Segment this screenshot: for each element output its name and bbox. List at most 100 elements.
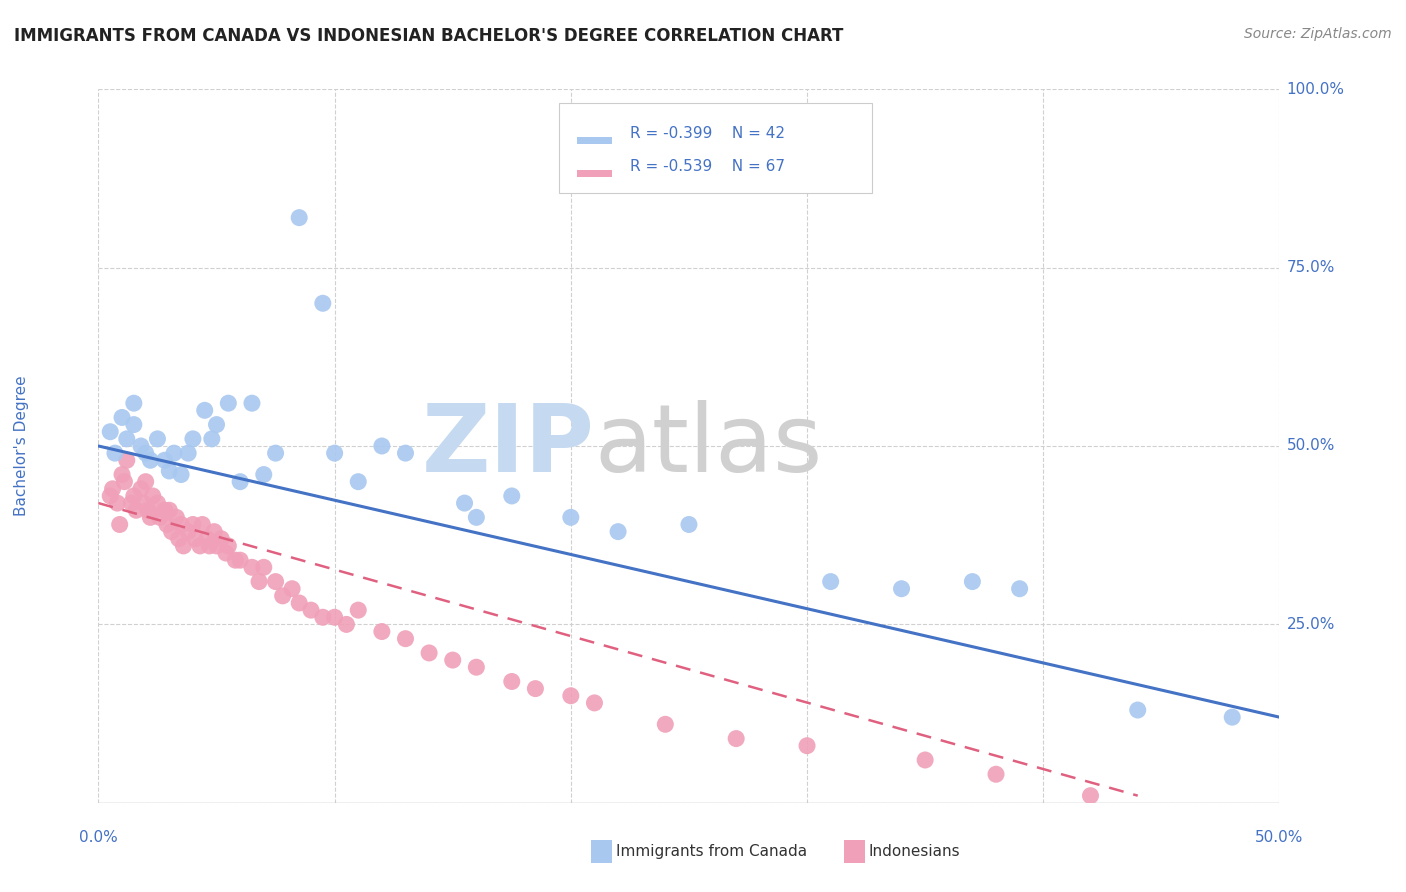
Point xyxy=(465,510,488,524)
Point xyxy=(156,517,179,532)
Point xyxy=(170,467,193,482)
Point xyxy=(125,503,148,517)
Point xyxy=(98,425,121,439)
Point xyxy=(240,396,263,410)
Point xyxy=(654,717,676,731)
Point xyxy=(725,731,748,746)
Point xyxy=(160,524,183,539)
Text: R = -0.539    N = 67: R = -0.539 N = 67 xyxy=(630,159,785,174)
Text: Immigrants from Canada: Immigrants from Canada xyxy=(616,845,807,859)
Point xyxy=(962,574,984,589)
Text: Indonesians: Indonesians xyxy=(869,845,960,859)
Point xyxy=(111,410,134,425)
Point xyxy=(215,546,238,560)
Point xyxy=(501,674,523,689)
Point xyxy=(394,446,416,460)
Point xyxy=(121,496,143,510)
Point xyxy=(172,539,194,553)
Point xyxy=(288,596,311,610)
Point xyxy=(135,446,157,460)
Point xyxy=(253,467,276,482)
Text: 25.0%: 25.0% xyxy=(1286,617,1334,632)
Point xyxy=(108,517,131,532)
Text: Bachelor's Degree: Bachelor's Degree xyxy=(14,376,28,516)
Point xyxy=(453,496,475,510)
Point xyxy=(560,510,582,524)
Point xyxy=(188,539,211,553)
Point xyxy=(111,467,134,482)
Point xyxy=(105,496,128,510)
Point xyxy=(524,681,547,696)
Point xyxy=(441,653,464,667)
Point xyxy=(136,503,159,517)
Point xyxy=(465,660,488,674)
Point xyxy=(1080,789,1102,803)
Point xyxy=(146,432,169,446)
Point xyxy=(167,532,190,546)
Text: 50.0%: 50.0% xyxy=(1286,439,1334,453)
Point xyxy=(229,475,252,489)
Point xyxy=(984,767,1007,781)
Point xyxy=(247,574,270,589)
Point xyxy=(217,539,239,553)
Text: IMMIGRANTS FROM CANADA VS INDONESIAN BACHELOR'S DEGREE CORRELATION CHART: IMMIGRANTS FROM CANADA VS INDONESIAN BAC… xyxy=(14,27,844,45)
Text: 75.0%: 75.0% xyxy=(1286,260,1334,275)
Point xyxy=(253,560,276,574)
Text: ZIP: ZIP xyxy=(422,400,595,492)
Point xyxy=(165,510,187,524)
Point xyxy=(312,296,335,310)
Point xyxy=(129,482,152,496)
Point xyxy=(890,582,912,596)
Point xyxy=(209,532,232,546)
Point xyxy=(139,510,162,524)
Point xyxy=(240,560,263,574)
Point xyxy=(271,589,294,603)
Point xyxy=(177,446,200,460)
Point xyxy=(1126,703,1149,717)
Point xyxy=(115,432,138,446)
Point xyxy=(1220,710,1243,724)
Text: atlas: atlas xyxy=(595,400,823,492)
Point xyxy=(418,646,440,660)
Point xyxy=(115,453,138,467)
Point xyxy=(264,446,287,460)
Point xyxy=(678,517,700,532)
Point xyxy=(181,517,204,532)
Point xyxy=(288,211,311,225)
Point xyxy=(229,553,252,567)
Point xyxy=(181,432,204,446)
Point xyxy=(371,624,394,639)
Point xyxy=(122,396,145,410)
Point xyxy=(149,510,172,524)
Text: Source: ZipAtlas.com: Source: ZipAtlas.com xyxy=(1244,27,1392,41)
Point xyxy=(98,489,121,503)
Point xyxy=(194,403,217,417)
Point xyxy=(796,739,818,753)
Point xyxy=(607,524,630,539)
Point xyxy=(101,482,124,496)
Point xyxy=(195,532,218,546)
Point xyxy=(191,517,214,532)
Point xyxy=(205,417,228,432)
Point xyxy=(347,603,370,617)
Point xyxy=(104,446,127,460)
Point xyxy=(129,439,152,453)
Point xyxy=(170,517,193,532)
Point xyxy=(157,503,180,517)
Point xyxy=(312,610,335,624)
Point xyxy=(153,453,176,467)
Point xyxy=(347,475,370,489)
Point xyxy=(335,617,357,632)
Point xyxy=(198,539,221,553)
Point xyxy=(163,446,186,460)
Point xyxy=(177,524,200,539)
Point xyxy=(281,582,304,596)
Point xyxy=(1008,582,1031,596)
Point xyxy=(394,632,416,646)
Point xyxy=(146,496,169,510)
Point xyxy=(299,603,322,617)
Point xyxy=(122,417,145,432)
Point xyxy=(153,503,176,517)
Point xyxy=(184,532,207,546)
Point xyxy=(371,439,394,453)
